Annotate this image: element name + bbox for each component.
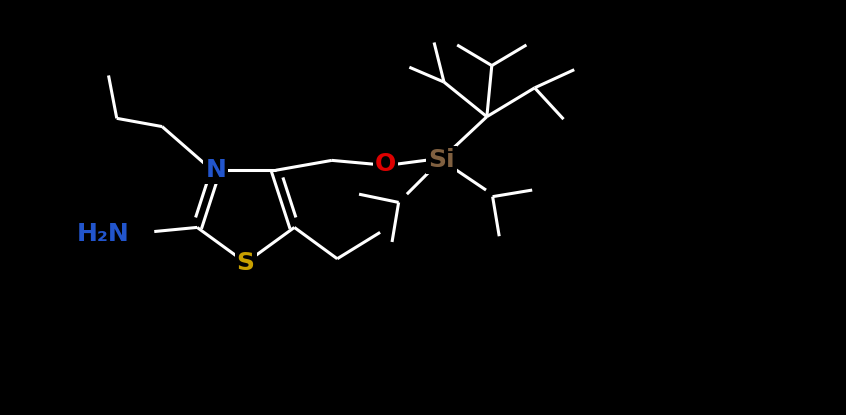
Text: H₂N: H₂N [77, 222, 129, 246]
Text: N: N [206, 158, 226, 182]
Text: Si: Si [428, 148, 455, 171]
Text: S: S [237, 251, 255, 275]
Text: O: O [375, 152, 396, 176]
